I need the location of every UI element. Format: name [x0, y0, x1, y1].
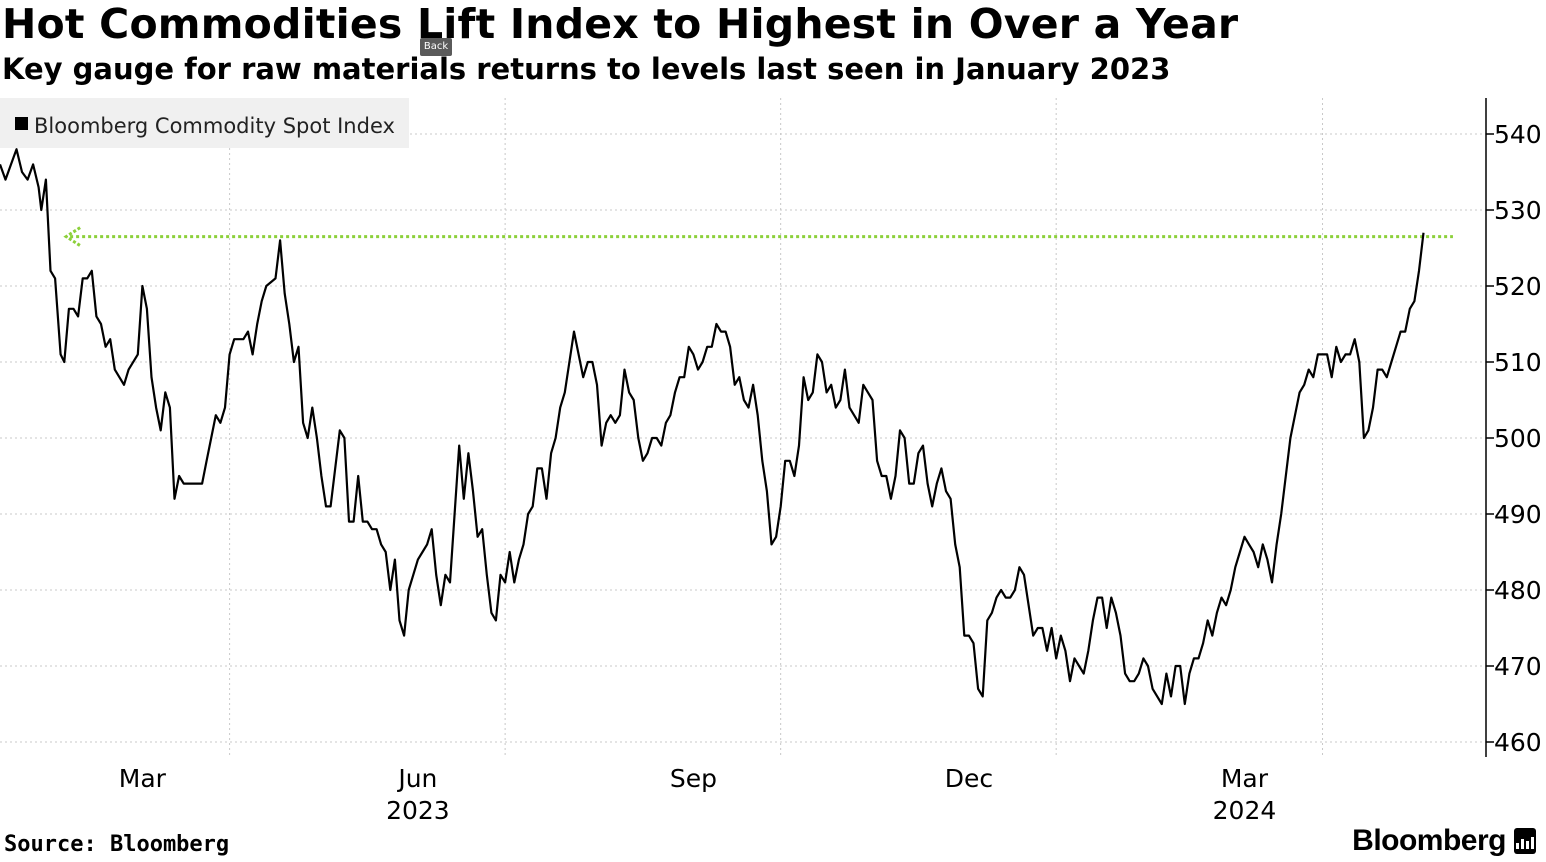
- brand-name: Bloomberg: [1352, 824, 1506, 857]
- y-tick-label: 510: [1494, 348, 1542, 377]
- chart-title: Hot Commodities Lift Index to Highest in…: [2, 0, 1239, 48]
- back-button[interactable]: Back: [420, 38, 452, 56]
- y-tick-label: 540: [1494, 120, 1542, 149]
- axis-layer: 540 530 520 510 500 490 480 470 460 Mar Jun 2023 Sep…: [119, 98, 1542, 825]
- source-note: Source: Bloomberg: [4, 832, 230, 857]
- reference-layer: [63, 226, 1453, 247]
- chart-subtitle: Key gauge for raw materials returns to l…: [2, 52, 1171, 86]
- x-tick-label: Mar: [119, 764, 167, 793]
- x-year-label: 2024: [1213, 796, 1277, 825]
- x-tick-label: Mar: [1221, 764, 1269, 793]
- terminal-icon: [1514, 828, 1536, 854]
- brand-logo: Bloomberg: [1352, 824, 1536, 858]
- y-tick-label: 460: [1494, 728, 1542, 757]
- y-tick-label: 470: [1494, 652, 1542, 681]
- reference-arrow-icon: [63, 226, 81, 247]
- legend-background: [0, 98, 409, 148]
- legend-label: Bloomberg Commodity Spot Index: [34, 114, 395, 138]
- y-tick-label: 530: [1494, 196, 1542, 225]
- legend-swatch: [15, 117, 28, 130]
- x-year-label: 2023: [386, 796, 450, 825]
- x-tick-label: Dec: [945, 764, 993, 793]
- x-tick-label: Jun: [396, 764, 437, 793]
- y-tick-label: 490: [1494, 500, 1542, 529]
- series-layer: [0, 148, 1425, 706]
- x-tick-label: Sep: [670, 764, 717, 793]
- y-tick-label: 520: [1494, 272, 1542, 301]
- series-line: [0, 148, 1425, 706]
- legend: Bloomberg Commodity Spot Index: [0, 98, 409, 148]
- y-tick-label: 500: [1494, 424, 1542, 453]
- grid-layer: [0, 98, 1486, 757]
- y-tick-label: 480: [1494, 576, 1542, 605]
